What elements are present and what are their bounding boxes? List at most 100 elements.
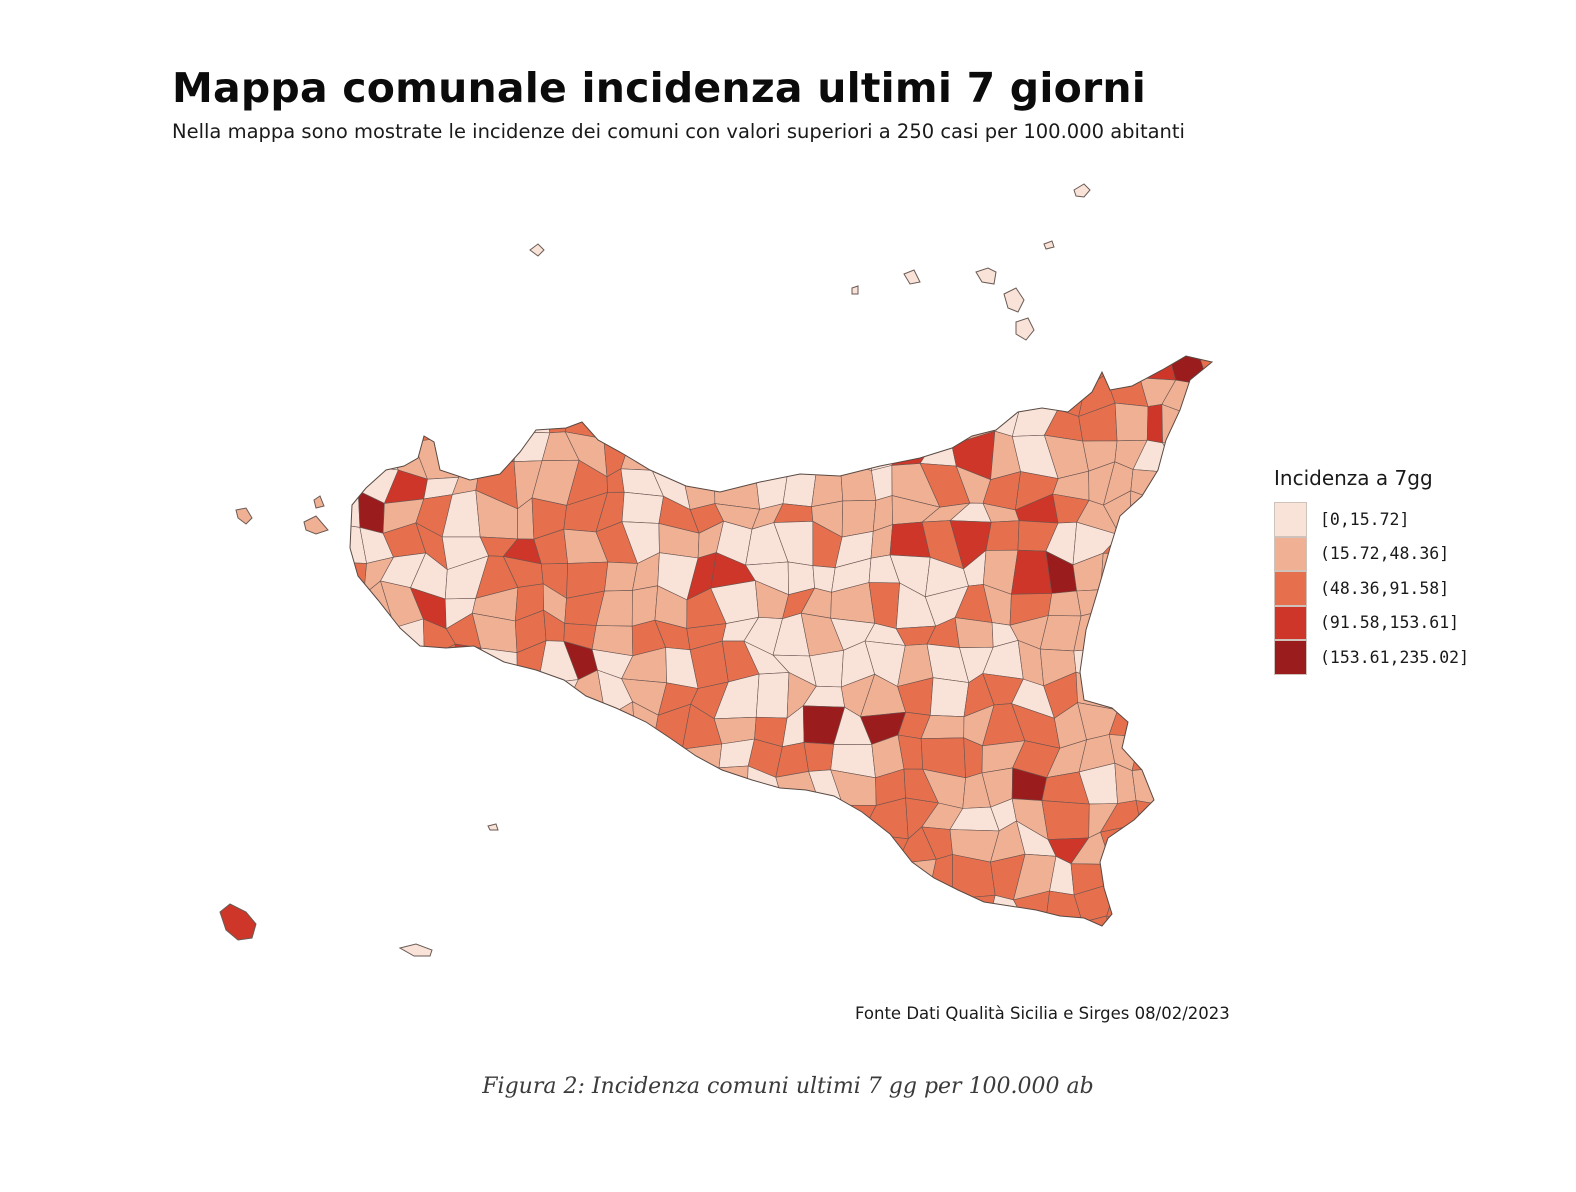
legend-swatch-1 — [1274, 502, 1307, 537]
municipality-area — [625, 928, 670, 960]
legend-label-3: (48.36,91.58] — [1320, 578, 1450, 598]
municipality-area — [529, 882, 577, 912]
municipality-area — [593, 369, 634, 419]
municipality-area — [712, 890, 756, 925]
municipality-area — [360, 676, 393, 718]
municipality-area — [503, 910, 547, 926]
municipality-area — [350, 356, 362, 377]
municipality-area — [664, 378, 694, 406]
municipality-area — [470, 792, 519, 825]
municipality-area — [502, 851, 536, 887]
municipality-area — [416, 700, 444, 747]
municipality-area — [595, 853, 623, 892]
municipality-area — [604, 561, 638, 592]
municipality-area — [476, 374, 510, 414]
aeolian-island — [903, 269, 921, 285]
municipality-area — [1161, 855, 1199, 892]
map-subtitle: Nella mappa sono mostrate le incidenze d… — [172, 120, 1185, 143]
municipality-area — [682, 819, 726, 868]
municipality-area — [546, 763, 568, 792]
municipality-area — [1190, 890, 1212, 920]
municipality-area — [927, 356, 967, 379]
municipality-area — [620, 429, 653, 471]
municipality-area — [365, 408, 388, 440]
municipality-area — [442, 670, 488, 707]
municipality-area — [755, 672, 790, 719]
municipality-area — [659, 885, 697, 926]
municipality-area — [392, 909, 421, 926]
municipality-area — [1114, 402, 1149, 442]
municipality-area — [1194, 703, 1212, 749]
aeolian-island — [975, 267, 997, 285]
municipality-area — [742, 356, 785, 377]
municipality-area — [1041, 800, 1090, 840]
municipality-area — [440, 881, 486, 920]
municipality-area — [621, 491, 664, 524]
municipality-area — [470, 706, 504, 750]
municipality-area — [383, 414, 429, 443]
municipality-area — [651, 748, 683, 781]
municipality-area — [1136, 822, 1173, 857]
municipality-area — [902, 914, 927, 926]
municipality-area — [1189, 440, 1212, 477]
municipality-area — [441, 789, 480, 841]
municipality-area — [509, 356, 543, 384]
municipality-area — [631, 585, 659, 627]
municipality-area — [954, 617, 994, 649]
municipality-area — [1131, 652, 1169, 689]
municipality-area — [860, 356, 895, 380]
municipality-area — [476, 400, 518, 433]
municipality-area — [385, 729, 418, 777]
municipality-area — [536, 739, 577, 778]
municipality-area — [363, 707, 393, 732]
municipality-area — [771, 405, 810, 441]
municipality-area — [625, 378, 669, 419]
municipality-area — [530, 789, 581, 829]
municipality-area — [503, 739, 550, 771]
map-title: Mappa comunale incidenza ultimi 7 giorni — [172, 64, 1147, 112]
aeolian-island — [1003, 287, 1025, 313]
municipality-area — [745, 413, 775, 437]
municipality-area — [714, 853, 749, 898]
data-source-note: Fonte Dati Qualità Sicilia e Sirges 08/0… — [855, 1004, 1230, 1023]
municipality-area — [417, 914, 460, 926]
municipality-area — [919, 918, 967, 926]
municipality-area — [949, 377, 993, 416]
legend-title: Incidenza a 7gg — [1274, 466, 1433, 490]
municipality-area — [350, 827, 366, 866]
municipality-area — [561, 356, 609, 375]
municipality-area — [842, 894, 862, 925]
municipality-area — [724, 799, 751, 839]
legend-item: (91.58,153.61] — [1274, 605, 1469, 640]
municipality-area — [842, 921, 873, 926]
municipality-area — [808, 439, 851, 472]
municipality-area — [1162, 440, 1201, 474]
egadi-island — [313, 495, 325, 509]
legend-item: (15.72,48.36] — [1274, 536, 1469, 571]
municipality-area — [1161, 886, 1198, 926]
municipality-area — [1110, 647, 1145, 685]
municipality-area — [1044, 921, 1083, 926]
municipality-area — [386, 373, 429, 418]
municipality-area — [745, 888, 780, 925]
municipality-area — [650, 429, 683, 471]
municipality-area — [356, 617, 395, 655]
municipality-area — [919, 439, 957, 467]
municipality-area — [632, 404, 669, 431]
municipality-area — [542, 373, 572, 407]
municipality-area — [479, 851, 519, 887]
municipality-area — [902, 885, 929, 926]
legend-swatch-5 — [1274, 640, 1307, 675]
municipality-area — [1165, 642, 1201, 689]
municipality-area — [358, 888, 400, 920]
municipality-area — [412, 404, 452, 443]
municipality-area — [595, 701, 636, 749]
municipality-area — [414, 732, 455, 778]
municipality-area — [358, 909, 400, 926]
municipality-area — [382, 792, 418, 841]
sicily-coastline — [349, 355, 1214, 927]
municipality-area — [592, 794, 636, 831]
aeolian-island — [851, 285, 859, 295]
municipality-area — [782, 466, 817, 508]
municipality-area — [517, 824, 536, 860]
